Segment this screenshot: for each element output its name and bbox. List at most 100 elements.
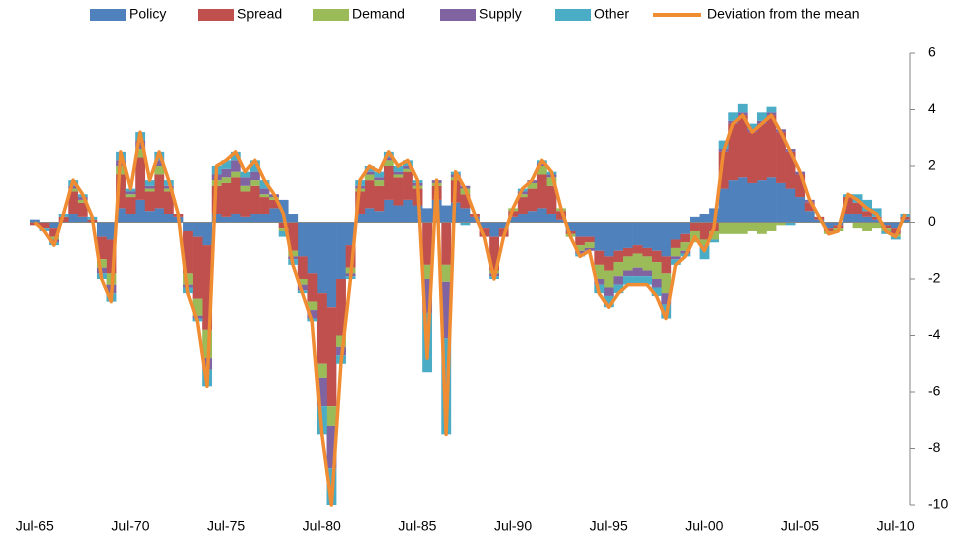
bar-segment (68, 214, 79, 223)
bar-segment (862, 216, 873, 223)
bar-segment (202, 245, 213, 330)
bar-segment (546, 185, 557, 215)
bar-segment (651, 250, 662, 263)
bar-segment (288, 222, 299, 251)
bar-segment (527, 182, 538, 189)
bar-segment (163, 185, 174, 189)
bar-segment (728, 180, 739, 223)
bar-segment (49, 236, 59, 240)
bar-segment (68, 191, 79, 215)
bar-segment (163, 188, 174, 192)
bar-segment (728, 123, 739, 181)
bar-segment (536, 174, 547, 209)
bar-segment (183, 273, 193, 285)
bar-segment (230, 160, 241, 172)
bar-segment (49, 222, 59, 229)
bar-segment (259, 214, 270, 223)
bar-segment (183, 222, 193, 231)
bar-segment (575, 222, 586, 237)
bar-segment (556, 219, 566, 223)
bar-segment (336, 222, 346, 279)
bar-segment (144, 180, 155, 186)
bar-segment (517, 191, 528, 195)
bar-segment (670, 259, 681, 265)
bar-segment (489, 222, 499, 237)
bar-segment (584, 242, 595, 248)
bar-segment (393, 171, 404, 175)
bar-segment (843, 214, 853, 223)
bar-segment (479, 228, 490, 237)
bar-segment (374, 211, 385, 223)
bar-segment (441, 222, 452, 265)
bar-segment (508, 211, 519, 217)
bar-segment (804, 202, 815, 212)
legend-swatch (90, 9, 126, 21)
bar-segment (785, 222, 796, 226)
bar-segment (661, 222, 672, 257)
bar-segment (383, 157, 394, 161)
bar-segment (422, 208, 433, 223)
bar-segment (345, 222, 356, 246)
legend-swatch (555, 9, 591, 21)
bar-segment (890, 222, 901, 229)
bar-segment (871, 219, 882, 223)
bar-segment (651, 287, 662, 296)
bar-segment (623, 222, 633, 248)
bar-segment (144, 188, 155, 192)
bar-segment (154, 160, 165, 166)
bar-segment (269, 208, 279, 223)
bar-segment (393, 177, 404, 206)
bar-segment (154, 166, 165, 175)
bar-segment (77, 202, 88, 217)
bar-segment (49, 228, 59, 237)
bar-segment (393, 205, 404, 223)
bar-segment (135, 149, 146, 158)
bar-segment (623, 276, 633, 285)
bar-segment (336, 279, 346, 336)
bar-segment (240, 191, 251, 217)
bar-segment (728, 112, 739, 121)
bar-segment (403, 171, 413, 200)
bar-segment (116, 208, 126, 223)
bar-segment (756, 180, 767, 223)
bar-segment (250, 171, 260, 181)
bar-segment (307, 273, 318, 302)
bar-segment (259, 188, 270, 195)
bar-segment (823, 222, 834, 229)
bar-segment (690, 216, 700, 223)
bar-segment (77, 199, 88, 203)
bar-segment (718, 222, 729, 234)
bar-segment (403, 168, 413, 172)
bar-segment (144, 211, 155, 223)
bar-segment (536, 208, 547, 223)
bar-segment (240, 171, 251, 178)
bar-segment (632, 222, 643, 246)
bar-segment (202, 222, 213, 246)
bar-segment (316, 293, 327, 364)
bar-segment (642, 247, 653, 257)
bar-segment (642, 276, 653, 285)
bar-segment (364, 174, 375, 181)
bar-segment (498, 222, 509, 229)
bar-segment (211, 214, 222, 223)
bar-segment (517, 197, 528, 215)
bar-segment (288, 250, 299, 257)
y-tick-label: 2 (928, 157, 936, 173)
bar-segment (183, 230, 193, 274)
bar-segment (546, 214, 557, 223)
bar-segment (718, 188, 729, 223)
bar-segment (297, 279, 308, 285)
bar-segment (403, 166, 413, 169)
bar-segment (144, 185, 155, 189)
bar-segment (393, 166, 404, 172)
bar-segment (364, 208, 375, 223)
bar-segment (517, 214, 528, 223)
bar-segment (565, 222, 576, 231)
bar-segment (30, 219, 40, 223)
bar-segment (776, 132, 786, 183)
y-tick-label: -4 (928, 326, 941, 342)
bar-segment (776, 182, 786, 223)
bar-segment (670, 256, 681, 260)
bar-segment (154, 208, 165, 223)
